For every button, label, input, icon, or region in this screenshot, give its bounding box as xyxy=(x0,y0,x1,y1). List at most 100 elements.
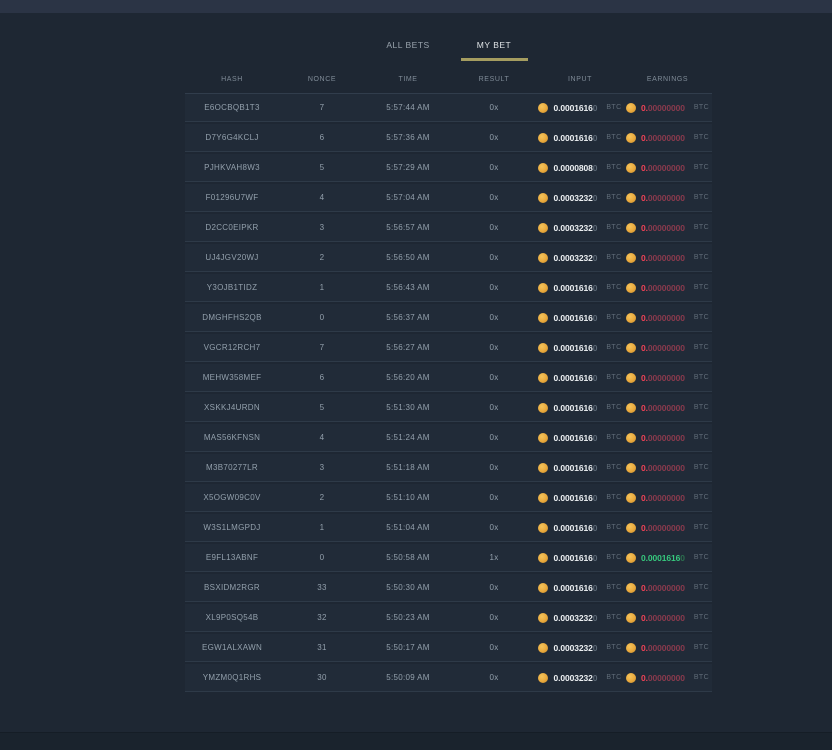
btc-coin-icon xyxy=(538,522,549,533)
currency-label: BTC xyxy=(693,134,710,141)
table-row: PJHKVAH8W3 5 5:57:29 AM 0x 0.00008080 BT… xyxy=(185,154,712,182)
btc-coin-icon xyxy=(625,372,636,383)
bet-nonce: 6 xyxy=(319,373,325,382)
bet-nonce: 0 xyxy=(319,553,325,562)
earnings-amount: 0.00000000 xyxy=(640,102,685,113)
input-amount: 0.00016160 xyxy=(553,462,598,473)
table-row: E9FL13ABNF 0 5:50:58 AM 1x 0.00016160 BT… xyxy=(185,544,712,572)
bet-result: 0x xyxy=(489,433,499,442)
bet-input: 0.00016160 BTC xyxy=(537,402,623,413)
bet-hash: XSKKJ4URDN xyxy=(204,403,260,412)
btc-coin-icon xyxy=(625,222,636,233)
bet-earnings: 0.00000000 BTC xyxy=(623,192,712,203)
input-amount: 0.00016160 xyxy=(553,282,598,293)
currency-label: BTC xyxy=(693,614,710,621)
currency-label: BTC xyxy=(693,554,710,561)
currency-label: BTC xyxy=(693,104,710,111)
input-amount: 0.00032320 xyxy=(553,192,598,203)
bet-nonce: 4 xyxy=(319,193,325,202)
bet-hash: W3S1LMGPDJ xyxy=(203,523,261,532)
currency-label: BTC xyxy=(606,404,622,411)
bet-result: 0x xyxy=(489,463,499,472)
column-header-input: INPUT xyxy=(568,76,592,83)
bet-result: 0x xyxy=(489,643,499,652)
earnings-amount: 0.00000000 xyxy=(640,642,685,653)
input-amount: 0.00016160 xyxy=(553,552,598,563)
tab-my-bet[interactable]: MY BET xyxy=(460,34,528,61)
input-amount: 0.00032320 xyxy=(553,612,598,623)
table-row: D2CC0EIPKR 3 5:56:57 AM 0x 0.00032320 BT… xyxy=(185,214,712,242)
bet-hash: M3B70277LR xyxy=(206,463,258,472)
bet-hash: F01296U7WF xyxy=(205,193,259,202)
btc-coin-icon xyxy=(625,282,636,293)
bet-input: 0.00032320 BTC xyxy=(537,612,623,623)
bet-hash: YMZM0Q1RHS xyxy=(202,673,262,682)
bet-input: 0.00032320 BTC xyxy=(537,252,623,263)
btc-coin-icon xyxy=(625,342,636,353)
bet-earnings: 0.00000000 BTC xyxy=(623,222,712,233)
bet-earnings: 0.00000000 BTC xyxy=(623,432,712,443)
table-body: E6OCBQB1T3 7 5:57:44 AM 0x 0.00016160 BT… xyxy=(185,94,712,692)
currency-label: BTC xyxy=(693,674,710,681)
bet-time: 5:57:29 AM xyxy=(386,163,430,172)
earnings-amount: 0.00000000 xyxy=(640,522,685,533)
btc-coin-icon xyxy=(625,252,636,263)
bet-result: 1x xyxy=(489,553,499,562)
bet-earnings: 0.00000000 BTC xyxy=(623,102,712,113)
btc-coin-icon xyxy=(538,672,549,683)
currency-label: BTC xyxy=(606,164,622,171)
bet-hash: D7Y6G4KCLJ xyxy=(205,133,259,142)
earnings-amount: 0.00000000 xyxy=(640,252,685,263)
input-amount: 0.00016160 xyxy=(553,102,598,113)
bet-result: 0x xyxy=(489,673,499,682)
bottom-bar xyxy=(0,732,832,750)
bet-time: 5:51:10 AM xyxy=(386,493,430,502)
table-header: HASH NONCE TIME RESULT INPUT EARNINGS xyxy=(185,66,712,94)
currency-label: BTC xyxy=(606,584,622,591)
earnings-amount: 0.00000000 xyxy=(640,372,685,383)
bet-hash: BSXIDM2RGR xyxy=(204,583,260,592)
bet-time: 5:57:04 AM xyxy=(386,193,430,202)
currency-label: BTC xyxy=(606,344,622,351)
input-amount: 0.00032320 xyxy=(553,672,598,683)
input-amount: 0.00016160 xyxy=(553,402,598,413)
btc-coin-icon xyxy=(625,672,636,683)
currency-label: BTC xyxy=(693,254,710,261)
bet-hash: DMGHFHS2QB xyxy=(202,313,262,322)
earnings-amount: 0.00000000 xyxy=(640,282,685,293)
bet-time: 5:57:36 AM xyxy=(386,133,430,142)
input-amount: 0.00008080 xyxy=(553,162,598,173)
bet-result: 0x xyxy=(489,313,499,322)
btc-coin-icon xyxy=(538,102,549,113)
bet-nonce: 3 xyxy=(319,463,325,472)
currency-label: BTC xyxy=(606,314,622,321)
bet-result: 0x xyxy=(489,583,499,592)
bet-nonce: 0 xyxy=(319,313,325,322)
currency-label: BTC xyxy=(693,644,710,651)
bet-time: 5:56:43 AM xyxy=(386,283,430,292)
currency-label: BTC xyxy=(606,224,622,231)
bet-nonce: 2 xyxy=(319,253,325,262)
currency-label: BTC xyxy=(693,464,710,471)
btc-coin-icon xyxy=(538,582,549,593)
bet-earnings: 0.00000000 BTC xyxy=(623,132,712,143)
btc-coin-icon xyxy=(625,612,636,623)
btc-coin-icon xyxy=(538,432,549,443)
btc-coin-icon xyxy=(625,192,636,203)
input-amount: 0.00016160 xyxy=(553,132,598,143)
input-amount: 0.00016160 xyxy=(553,522,598,533)
btc-coin-icon xyxy=(625,132,636,143)
bet-result: 0x xyxy=(489,193,499,202)
column-header-time: TIME xyxy=(398,76,418,83)
bet-hash: PJHKVAH8W3 xyxy=(204,163,260,172)
tab-bar: ALL BETS MY BET xyxy=(185,28,712,66)
earnings-amount: 0.00000000 xyxy=(640,492,685,503)
earnings-amount: 0.00000000 xyxy=(640,162,685,173)
table-row: E6OCBQB1T3 7 5:57:44 AM 0x 0.00016160 BT… xyxy=(185,94,712,122)
currency-label: BTC xyxy=(693,194,710,201)
tab-all-bets[interactable]: ALL BETS xyxy=(386,39,430,50)
bet-nonce: 4 xyxy=(319,433,325,442)
bet-nonce: 31 xyxy=(317,643,327,652)
bet-input: 0.00016160 BTC xyxy=(537,282,623,293)
currency-label: BTC xyxy=(606,434,622,441)
